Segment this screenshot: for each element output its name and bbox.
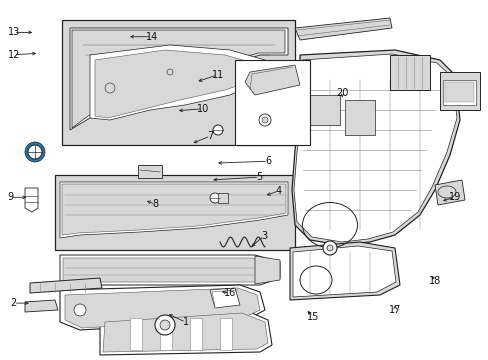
Polygon shape [439,72,479,110]
Polygon shape [289,242,399,300]
Polygon shape [25,300,58,312]
Polygon shape [130,318,142,350]
Polygon shape [55,175,294,250]
Circle shape [259,114,270,126]
Polygon shape [30,278,102,293]
Polygon shape [100,310,271,355]
Text: 9: 9 [8,192,14,202]
Polygon shape [60,182,287,238]
Text: 6: 6 [264,156,270,166]
Text: 4: 4 [275,186,281,196]
FancyBboxPatch shape [235,60,309,145]
Circle shape [74,304,86,316]
Polygon shape [65,288,260,328]
Text: 14: 14 [145,32,158,42]
Circle shape [28,145,42,159]
Circle shape [326,245,332,251]
Circle shape [323,241,336,255]
Polygon shape [62,20,294,145]
Polygon shape [345,100,374,135]
Polygon shape [244,65,299,95]
Circle shape [262,117,267,123]
Polygon shape [444,82,473,102]
Text: 12: 12 [7,50,20,60]
Polygon shape [209,288,240,308]
Polygon shape [63,258,276,282]
Text: 2: 2 [11,298,17,308]
Text: 20: 20 [335,88,348,98]
Polygon shape [103,313,267,352]
Text: 15: 15 [306,312,319,322]
Polygon shape [291,50,459,245]
Text: 5: 5 [256,172,262,182]
Circle shape [105,83,115,93]
Polygon shape [389,55,429,90]
Polygon shape [190,318,202,350]
Polygon shape [293,54,456,242]
Polygon shape [160,318,172,350]
Text: 1: 1 [183,317,188,327]
Circle shape [213,125,223,135]
Polygon shape [62,184,285,235]
Polygon shape [220,318,231,350]
Polygon shape [254,256,280,284]
Polygon shape [218,193,227,203]
Circle shape [167,69,173,75]
Circle shape [160,320,170,330]
Polygon shape [442,80,475,105]
Text: 7: 7 [207,131,213,141]
Circle shape [25,142,45,162]
Text: 13: 13 [7,27,20,37]
Polygon shape [95,50,260,118]
Polygon shape [307,95,339,125]
Text: 18: 18 [428,276,441,286]
Text: 11: 11 [211,70,224,80]
Polygon shape [72,30,285,128]
Text: 10: 10 [196,104,209,114]
Polygon shape [294,18,391,40]
Polygon shape [138,165,162,178]
Text: 16: 16 [223,288,236,298]
Polygon shape [60,255,280,285]
Text: 8: 8 [152,199,158,210]
Text: 3: 3 [261,231,266,241]
Text: 17: 17 [388,305,401,315]
Polygon shape [90,45,264,120]
Polygon shape [60,285,264,330]
Polygon shape [25,188,38,212]
Circle shape [155,315,175,335]
Text: 19: 19 [447,192,460,202]
Polygon shape [70,28,287,130]
Polygon shape [434,180,464,205]
Circle shape [209,193,220,203]
Polygon shape [292,246,395,297]
